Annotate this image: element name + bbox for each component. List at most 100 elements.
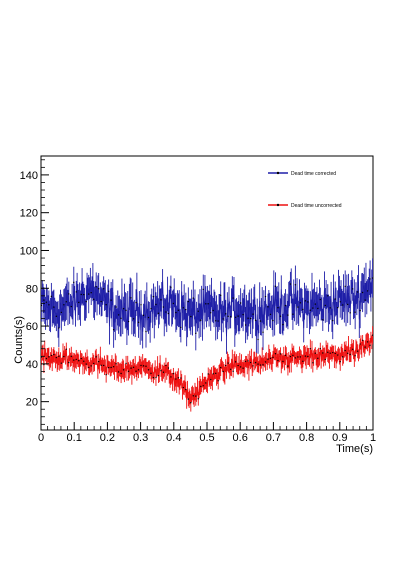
data-point [80,293,82,296]
data-point [175,378,177,380]
data-point [182,386,185,389]
data-point [254,361,257,364]
data-point [97,360,100,363]
data-point [212,309,214,312]
data-point [152,376,155,379]
series-line [40,335,374,403]
data-point [88,293,90,295]
data-point [346,352,349,354]
x-tick-label: 0 [38,432,44,444]
data-point [262,331,264,333]
data-point [83,293,85,296]
data-point [215,372,217,375]
data-point [85,363,87,365]
data-point [53,306,55,308]
data-point [287,365,289,367]
data-point [227,362,229,364]
data-point [217,380,219,382]
data-point [224,364,227,367]
data-point [287,314,289,316]
data-point [359,309,361,312]
data-point [349,312,351,314]
data-point [219,366,222,369]
data-point [284,304,287,307]
data-point [177,377,180,379]
data-point [205,303,207,305]
data-point [127,370,130,373]
data-point [75,358,77,361]
data-point [252,313,254,315]
data-point [150,372,152,375]
data-point [366,290,369,292]
y-tick-label: 40 [26,359,38,371]
data-point [197,310,199,312]
data-point [244,324,247,326]
data-point [351,288,354,290]
data-point [160,370,162,372]
data-point [55,356,58,359]
data-point [319,298,321,301]
data-point [107,290,110,292]
data-point [299,356,302,358]
data-point [361,291,364,294]
data-point [274,285,277,288]
data-point [102,288,105,290]
legend-marker-uncorrected [276,203,280,207]
data-point [40,356,43,358]
data-point [55,315,58,318]
data-point [175,311,177,314]
data-point [85,300,87,303]
data-point [180,326,182,329]
data-point [307,355,309,358]
data-point [117,371,120,373]
data-point [361,339,364,341]
data-point [190,315,192,318]
x-tick-label: 0.1 [67,432,82,444]
data-point [117,314,120,316]
x-tick-label: 0.2 [100,432,115,444]
data-point [317,357,319,360]
data-point [155,303,157,306]
data-point [170,286,172,288]
data-point [239,366,242,368]
data-point [90,365,92,367]
y-tick-label: 60 [26,321,38,333]
data-point [140,364,142,367]
data-point [202,288,204,291]
data-point [279,353,282,355]
data-point [232,370,234,373]
data-point [232,297,234,299]
data-point [162,306,165,308]
data-point [337,306,339,309]
data-point [187,398,190,400]
data-point [282,360,284,363]
data-point [351,348,354,350]
data-point [364,346,366,348]
data-point [294,284,297,286]
data-point [147,369,150,371]
y-tick-label: 80 [26,283,38,295]
data-point [63,355,65,358]
data-point [329,307,331,309]
data-point [150,307,152,310]
data-point [227,315,229,318]
data-point [242,367,244,369]
data-point [83,360,85,362]
x-tick-label: 0.9 [332,432,347,444]
data-point [257,338,259,341]
data-point [207,303,209,305]
data-point [272,319,274,322]
data-point [190,401,192,404]
data-point [237,315,239,317]
data-point [142,314,145,317]
data-point [299,302,302,304]
data-point [70,305,72,308]
data-point [282,323,284,326]
data-point [78,360,80,362]
data-point [132,318,135,320]
data-point [115,363,117,365]
data-point [254,319,257,322]
data-point [192,395,195,397]
data-point [289,355,292,358]
data-point [135,370,137,372]
